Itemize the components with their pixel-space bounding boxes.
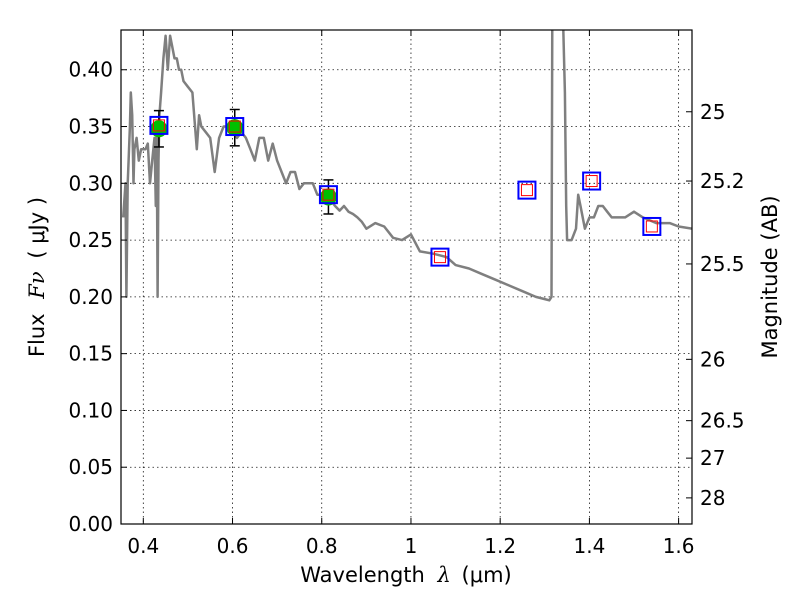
y-tick-label: 0.00 [68,512,113,536]
y2-tick-label: 28 [700,486,725,510]
y-tick-label: 0.15 [68,342,113,366]
model-flux-square [430,247,450,267]
model-flux-square [642,216,662,236]
model-flux-square-inner [228,120,241,133]
x-axis-title: Wavelength λ (μm) [300,563,511,587]
y2-tick-label: 25 [700,100,725,124]
model-flux-square-inner [645,220,658,233]
y-tick-label: 0.05 [68,455,113,479]
x-axis-title-symbol: λ [437,563,451,587]
y-axis-title-symbol: Fν [25,271,49,300]
y2-axis: 25 25.2 25.5 26 26.5 27 28 [686,100,745,510]
y-axis-title-unit: ( μJy ) [25,197,49,259]
x-axis: 0.4 0.6 0.8 1 1.2 1.4 1.6 [127,30,695,558]
y-axis-title: Flux Fν ( μJy ) [25,197,49,357]
model-spectrum-line [121,30,692,302]
model-flux-square [318,185,338,205]
model-flux-square-inner [433,251,446,264]
model-flux-square [149,115,169,135]
x-tick-label: 0.6 [217,534,249,558]
y-tick-label: 0.30 [68,171,113,195]
y-tick-label: 0.40 [68,58,113,82]
grid [121,30,692,525]
y-tick-label: 0.20 [68,285,113,309]
y2-tick-label: 25.2 [700,169,745,193]
x-tick-label: 0.4 [127,534,159,558]
x-tick-label: 0.8 [306,534,338,558]
y-tick-label: 0.10 [68,398,113,422]
plot-frame [120,29,693,525]
x-tick-label: 1.4 [573,534,605,558]
y2-tick-label: 25.5 [700,252,745,276]
model-flux-square-inner [520,184,533,197]
x-tick-label: 1.6 [663,534,695,558]
y2-tick-label: 26 [700,347,725,371]
x-axis-title-unit: (μm) [462,563,512,587]
plot-area [121,30,692,302]
model-flux-square-inner [152,119,165,132]
y2-tick-label: 26.5 [700,409,745,433]
y-axis-title-text: Flux [25,313,49,357]
x-axis-title-text: Wavelength [300,563,425,587]
y2-axis-title: Magnitude (AB) [758,195,782,358]
x-tick-label: 1.2 [484,534,516,558]
model-flux-square-inner [585,175,598,188]
y-axis: 0.00 0.05 0.10 0.15 0.20 0.25 0.30 0.35 0.40 [68,58,127,536]
y-tick-label: 0.25 [68,228,113,252]
y-tick-label: 0.35 [68,115,113,139]
x-tick-label: 1 [405,534,418,558]
model-flux-square [517,180,537,200]
model-flux-square-inner [322,188,335,201]
model-flux-square [582,171,602,191]
y2-tick-label: 27 [700,446,725,470]
model-flux-square [225,117,245,137]
